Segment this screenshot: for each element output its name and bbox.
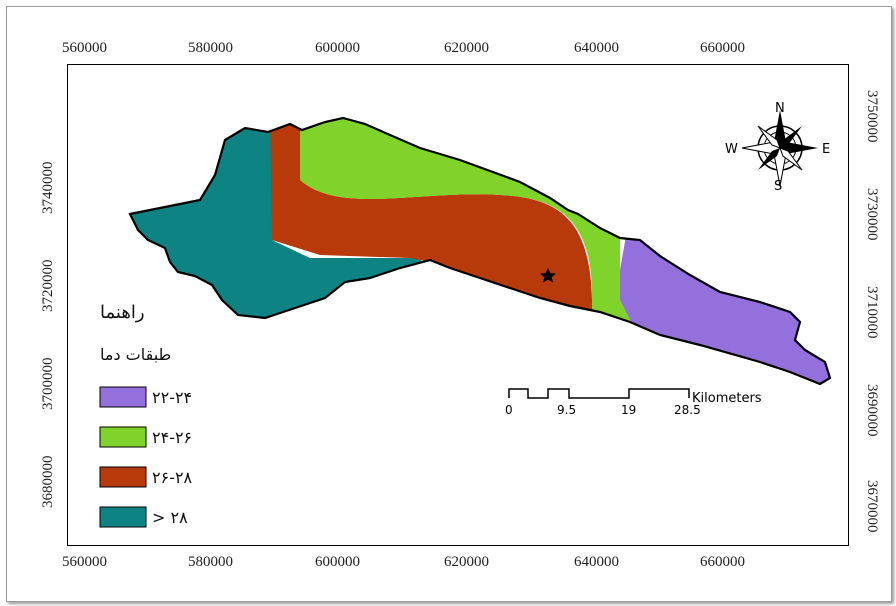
north-label: N: [775, 101, 785, 116]
legend-label-over-28: > ۲۸: [152, 508, 188, 527]
scale-label-2: 19: [621, 403, 636, 417]
legend-subtitle: طبقات دما: [100, 345, 171, 364]
west-label: W: [725, 142, 738, 157]
scale-label-3: 28.5: [674, 403, 701, 417]
x-tick-bottom: 580000: [188, 554, 233, 570]
x-tick-top: 560000: [62, 40, 107, 56]
star-icon: [540, 268, 556, 283]
x-tick-top: 580000: [188, 40, 233, 56]
legend-title: راهنما: [100, 302, 145, 323]
legend-swatch-26-28: [99, 466, 147, 488]
north-arrow-icon: [741, 110, 818, 187]
legend-swatch-22-24: [99, 386, 147, 408]
basin-outline: [128, 116, 832, 386]
x-tick-top: 640000: [574, 40, 619, 56]
legend-label-22-24: ۲۲-۲۴: [152, 388, 192, 407]
x-tick-top: 620000: [444, 40, 489, 56]
x-tick-bottom: 620000: [444, 554, 489, 570]
legend-label-24-26: ۲۴-۲۶: [152, 428, 192, 447]
scale-bar: [508, 388, 690, 399]
south-label: S: [774, 179, 782, 194]
x-tick-bottom: 600000: [315, 554, 360, 570]
x-tick-bottom: 560000: [62, 554, 107, 570]
x-tick-bottom: 660000: [700, 554, 745, 570]
zone-red: [270, 118, 592, 330]
legend-label-26-28: ۲۶-۲۸: [152, 468, 193, 487]
east-label: E: [822, 142, 830, 157]
legend-swatch-24-26: [99, 426, 147, 448]
x-tick-top: 600000: [315, 40, 360, 56]
scale-label-1: 9.5: [557, 403, 576, 417]
map-frame: [67, 64, 849, 546]
scale-label-0: 0: [505, 403, 513, 417]
x-tick-top: 660000: [700, 40, 745, 56]
zone-purple: [620, 236, 830, 384]
scale-unit: Kilometers: [692, 391, 762, 406]
x-tick-bottom: 640000: [574, 554, 619, 570]
legend-swatch-over-28: [99, 506, 147, 528]
